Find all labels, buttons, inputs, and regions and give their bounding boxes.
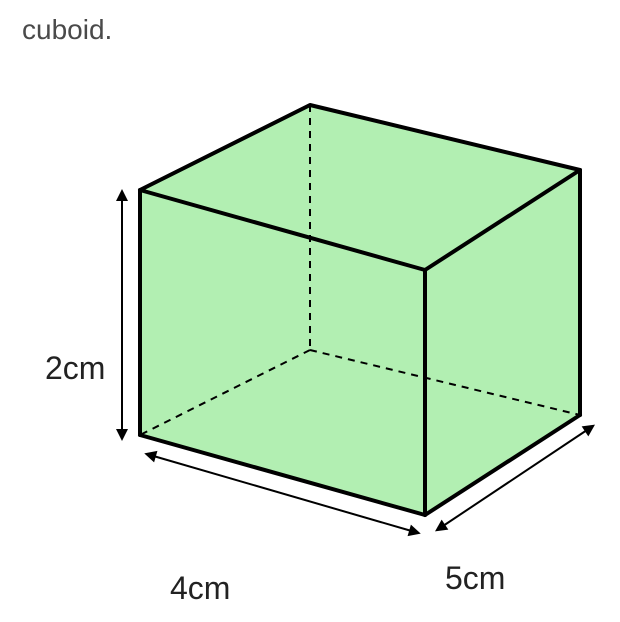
height-label: 2cm <box>45 350 105 387</box>
cuboid-diagram: 2cm 4cm 5cm <box>0 50 620 610</box>
width-label: 5cm <box>445 560 505 597</box>
diagram-title: cuboid. <box>22 14 112 46</box>
cuboid-svg <box>0 50 620 610</box>
depth-label: 4cm <box>170 570 230 607</box>
